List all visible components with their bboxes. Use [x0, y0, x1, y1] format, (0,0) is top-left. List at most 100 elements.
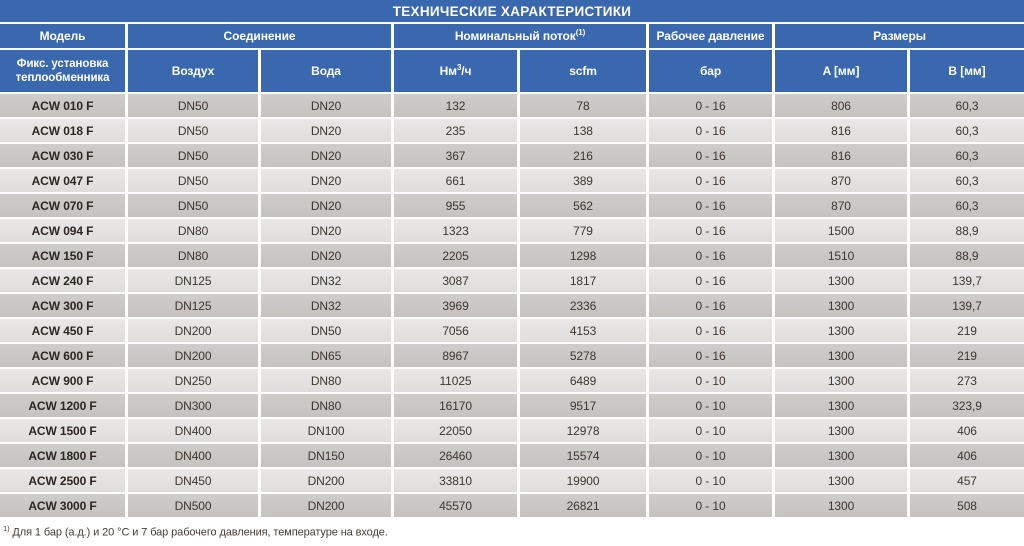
- cell-model: ACW 1800 F: [0, 444, 125, 467]
- cell-dim-a: 816: [775, 144, 907, 167]
- subheader-water: Вода: [261, 50, 391, 92]
- cell-dim-b: 323,9: [910, 394, 1024, 417]
- header-dimensions: Размеры: [775, 24, 1024, 48]
- cell-pressure-bar: 0 - 16: [649, 144, 772, 167]
- cell-dim-b: 508: [910, 494, 1024, 517]
- cell-model: ACW 047 F: [0, 169, 125, 192]
- cell-water: DN200: [261, 494, 391, 517]
- cell-water: DN20: [261, 144, 391, 167]
- cell-dim-b: 60,3: [910, 194, 1024, 217]
- cell-flow-nm3h: 33810: [394, 469, 517, 492]
- cell-flow-scfm: 26821: [520, 494, 646, 517]
- cell-flow-nm3h: 3087: [394, 269, 517, 292]
- cell-flow-scfm: 6489: [520, 369, 646, 392]
- cell-flow-nm3h: 132: [394, 94, 517, 117]
- cell-dim-a: 1300: [775, 344, 907, 367]
- cell-flow-nm3h: 367: [394, 144, 517, 167]
- cell-flow-scfm: 4153: [520, 319, 646, 342]
- cell-flow-nm3h: 16170: [394, 394, 517, 417]
- cell-pressure-bar: 0 - 10: [649, 494, 772, 517]
- cell-air: DN300: [128, 394, 258, 417]
- subheader-nm3h: Нм 3/ч: [394, 50, 517, 92]
- cell-pressure-bar: 0 - 16: [649, 319, 772, 342]
- cell-water: DN20: [261, 219, 391, 242]
- cell-flow-nm3h: 22050: [394, 419, 517, 442]
- cell-pressure-bar: 0 - 10: [649, 469, 772, 492]
- cell-air: DN250: [128, 369, 258, 392]
- cell-pressure-bar: 0 - 10: [649, 369, 772, 392]
- cell-dim-a: 1300: [775, 369, 907, 392]
- cell-dim-a: 870: [775, 194, 907, 217]
- cell-water: DN200: [261, 469, 391, 492]
- cell-dim-a: 1300: [775, 394, 907, 417]
- cell-dim-b: 406: [910, 419, 1024, 442]
- cell-dim-a: 1500: [775, 219, 907, 242]
- cell-air: DN50: [128, 119, 258, 142]
- subheader-air: Воздух: [128, 50, 258, 92]
- cell-water: DN20: [261, 194, 391, 217]
- cell-air: DN50: [128, 169, 258, 192]
- cell-model: ACW 1200 F: [0, 394, 125, 417]
- cell-model: ACW 018 F: [0, 119, 125, 142]
- cell-flow-scfm: 138: [520, 119, 646, 142]
- cell-dim-a: 816: [775, 119, 907, 142]
- cell-flow-scfm: 779: [520, 219, 646, 242]
- cell-pressure-bar: 0 - 16: [649, 194, 772, 217]
- header-model: Модель: [0, 24, 125, 48]
- cell-pressure-bar: 0 - 10: [649, 394, 772, 417]
- cell-flow-nm3h: 955: [394, 194, 517, 217]
- cell-flow-scfm: 78: [520, 94, 646, 117]
- cell-pressure-bar: 0 - 16: [649, 344, 772, 367]
- cell-air: DN400: [128, 444, 258, 467]
- cell-air: DN200: [128, 319, 258, 342]
- cell-dim-b: 139,7: [910, 294, 1024, 317]
- cell-water: DN32: [261, 294, 391, 317]
- cell-model: ACW 600 F: [0, 344, 125, 367]
- subheader-scfm: scfm: [520, 50, 646, 92]
- cell-pressure-bar: 0 - 16: [649, 94, 772, 117]
- cell-pressure-bar: 0 - 10: [649, 419, 772, 442]
- cell-model: ACW 030 F: [0, 144, 125, 167]
- cell-air: DN125: [128, 294, 258, 317]
- cell-dim-a: 1300: [775, 269, 907, 292]
- cell-pressure-bar: 0 - 16: [649, 244, 772, 267]
- cell-water: DN150: [261, 444, 391, 467]
- cell-flow-scfm: 15574: [520, 444, 646, 467]
- cell-dim-b: 60,3: [910, 94, 1024, 117]
- subheader-dim-b: B [мм]: [910, 50, 1024, 92]
- cell-water: DN20: [261, 94, 391, 117]
- cell-flow-scfm: 9517: [520, 394, 646, 417]
- cell-pressure-bar: 0 - 16: [649, 269, 772, 292]
- cell-air: DN400: [128, 419, 258, 442]
- cell-dim-b: 88,9: [910, 219, 1024, 242]
- cell-dim-b: 88,9: [910, 244, 1024, 267]
- subheader-bar: бар: [649, 50, 772, 92]
- subheader-dim-a: A [мм]: [775, 50, 907, 92]
- cell-dim-b: 273: [910, 369, 1024, 392]
- cell-water: DN80: [261, 394, 391, 417]
- cell-model: ACW 240 F: [0, 269, 125, 292]
- cell-water: DN20: [261, 244, 391, 267]
- cell-model: ACW 3000 F: [0, 494, 125, 517]
- cell-air: DN125: [128, 269, 258, 292]
- cell-air: DN450: [128, 469, 258, 492]
- cell-flow-nm3h: 45570: [394, 494, 517, 517]
- cell-flow-scfm: 389: [520, 169, 646, 192]
- cell-dim-a: 870: [775, 169, 907, 192]
- cell-model: ACW 2500 F: [0, 469, 125, 492]
- cell-water: DN20: [261, 169, 391, 192]
- cell-dim-a: 1300: [775, 469, 907, 492]
- cell-dim-a: 1300: [775, 494, 907, 517]
- cell-flow-nm3h: 235: [394, 119, 517, 142]
- cell-air: DN50: [128, 94, 258, 117]
- cell-air: DN200: [128, 344, 258, 367]
- cell-flow-scfm: 12978: [520, 419, 646, 442]
- header-connection: Соединение: [128, 24, 391, 48]
- cell-air: DN80: [128, 244, 258, 267]
- cell-water: DN65: [261, 344, 391, 367]
- cell-water: DN32: [261, 269, 391, 292]
- cell-model: ACW 1500 F: [0, 419, 125, 442]
- cell-dim-b: 406: [910, 444, 1024, 467]
- cell-pressure-bar: 0 - 10: [649, 444, 772, 467]
- spec-table: ТЕХНИЧЕСКИЕ ХАРАКТЕРИСТИКИ Модель Соедин…: [0, 0, 1024, 517]
